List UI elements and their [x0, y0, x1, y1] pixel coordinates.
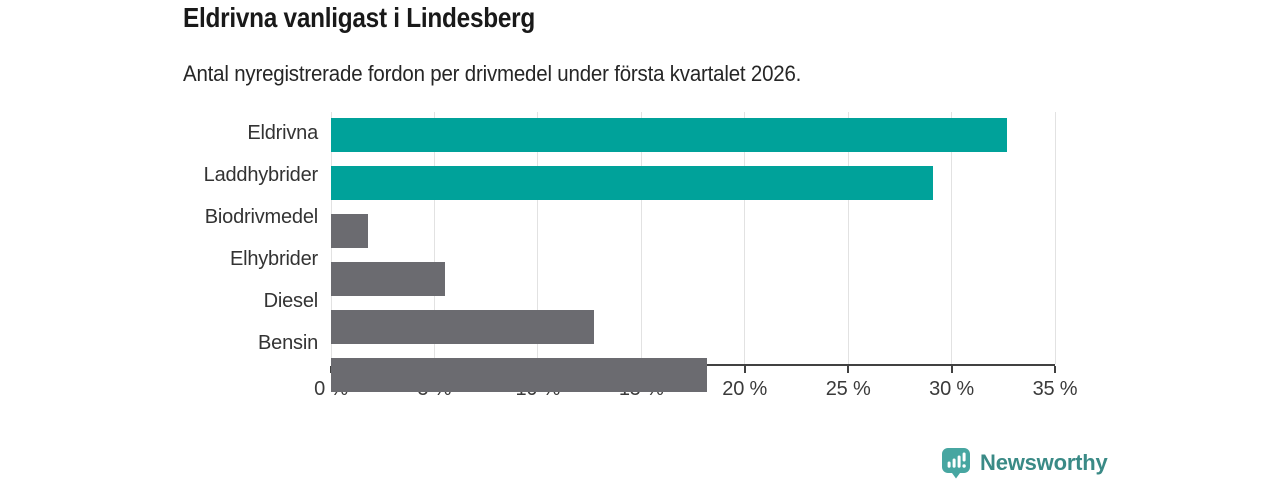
- bar-row: [331, 214, 1055, 256]
- gridline: [640, 112, 642, 364]
- bar-row: [331, 262, 1055, 304]
- bar-elhybrider: [331, 262, 445, 296]
- axis-tick: [743, 366, 746, 373]
- category-label-biodrivmedel: Biodrivmedel: [204, 205, 318, 228]
- bar-diesel: [331, 310, 594, 344]
- gridline: [537, 112, 539, 364]
- bar-row: [331, 166, 1055, 208]
- category-label-diesel: Diesel: [263, 289, 319, 312]
- category-labels: Eldrivna Laddhybrider Biodrivmedel Elhybrid…: [183, 112, 331, 364]
- axis-tick-label: 20 %: [722, 378, 768, 400]
- gridline: [951, 112, 953, 364]
- logo-bar-chart-glyph: [947, 452, 966, 468]
- bar-eldrivna: [331, 118, 1008, 152]
- chart-subtitle: Antal nyregistrerade fordon per drivmede…: [183, 61, 802, 86]
- axis-tick: [1054, 366, 1056, 373]
- plot-area: [330, 112, 1056, 392]
- bar-row: [331, 118, 1055, 160]
- gridline: [433, 112, 435, 364]
- axis-tick-label: 25 %: [825, 378, 871, 400]
- axis-tick-label: 30 %: [929, 378, 974, 400]
- newsworthy-logo-link[interactable]: Newsworthy: [941, 446, 1108, 480]
- axis-tick: [847, 366, 850, 373]
- axis-tick: [950, 366, 953, 373]
- bar-row: [331, 310, 1055, 352]
- chart-title: Eldrivna vanligast i Lindesberg: [183, 2, 535, 33]
- newsworthy-logo-icon: [942, 448, 970, 479]
- gridline: [847, 112, 849, 364]
- category-label-eldrivna: Eldrivna: [247, 121, 318, 144]
- newsworthy-brand-text: Newsworthy: [980, 450, 1108, 475]
- category-label-bensin: Bensin: [258, 331, 318, 354]
- bar-chart: Eldrivna Laddhybrider Biodrivmedel Elhybrid…: [183, 112, 1078, 412]
- category-label-elhybrider: Elhybrider: [229, 247, 318, 270]
- bar-bensin: [331, 358, 708, 392]
- bar-row: [331, 358, 1055, 400]
- bar-biodrivmedel: [331, 214, 369, 248]
- category-label-laddhybrider: Laddhybrider: [203, 163, 319, 186]
- gridline: [744, 112, 746, 364]
- bar-laddhybrider: [331, 166, 933, 200]
- logo-speech-bubble: [942, 448, 970, 479]
- gridline: [1054, 112, 1056, 364]
- axis-tick-label: 35 %: [1032, 378, 1078, 400]
